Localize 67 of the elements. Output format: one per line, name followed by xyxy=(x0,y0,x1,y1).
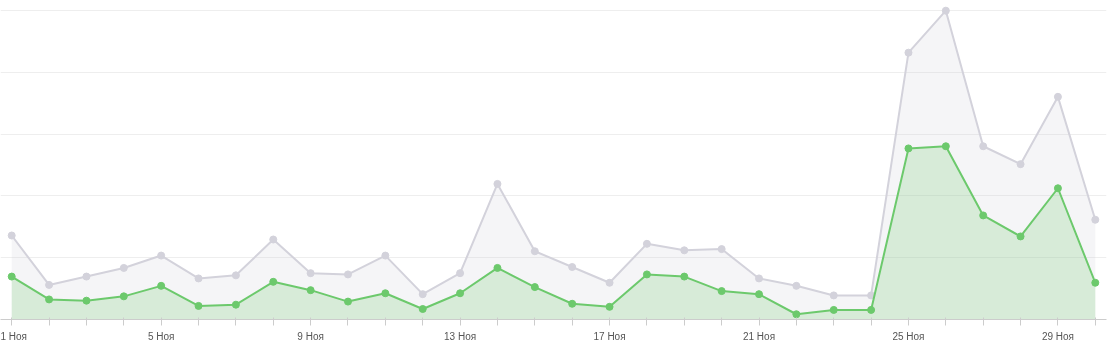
point xyxy=(418,290,427,299)
point xyxy=(941,6,950,15)
point xyxy=(755,290,764,299)
point xyxy=(867,305,876,314)
point xyxy=(530,283,539,292)
point xyxy=(829,305,838,314)
point xyxy=(1053,184,1062,193)
point xyxy=(456,269,465,278)
x-tick-label: 5 Ноя xyxy=(147,330,175,342)
point xyxy=(680,246,689,255)
x-tick-label: 17 Ноя xyxy=(593,330,626,342)
point xyxy=(45,295,54,304)
point xyxy=(343,297,352,306)
point xyxy=(941,142,950,151)
point xyxy=(306,286,315,295)
point xyxy=(119,263,128,272)
point xyxy=(568,263,577,271)
point xyxy=(194,274,203,283)
point xyxy=(642,239,651,248)
point xyxy=(45,280,54,289)
point xyxy=(82,272,91,281)
point xyxy=(157,281,166,290)
point xyxy=(493,179,502,188)
point xyxy=(231,300,240,309)
point xyxy=(231,271,240,280)
point xyxy=(717,287,726,296)
x-tick-label: 25 Ноя xyxy=(892,330,925,342)
x-tick-label: 21 Ноя xyxy=(742,330,776,342)
point xyxy=(7,231,16,240)
point xyxy=(1091,278,1100,287)
x-tick-label: 9 Ноя xyxy=(297,330,324,342)
point xyxy=(1016,232,1025,241)
x-tick-label: 1 Ноя xyxy=(0,330,28,342)
point xyxy=(306,269,315,278)
point xyxy=(1091,215,1100,224)
point xyxy=(829,291,838,300)
point xyxy=(792,281,801,290)
point xyxy=(269,235,278,244)
point xyxy=(904,144,913,153)
point xyxy=(1016,160,1025,169)
point xyxy=(381,251,390,260)
point xyxy=(1053,92,1062,101)
point xyxy=(979,211,988,220)
point xyxy=(157,251,166,260)
point xyxy=(605,302,614,311)
point xyxy=(493,263,502,272)
point xyxy=(381,289,390,298)
point xyxy=(82,296,91,305)
x-tick-label: 13 Ноя xyxy=(444,330,477,342)
point xyxy=(456,289,465,298)
point xyxy=(418,305,427,313)
point xyxy=(755,274,764,283)
point xyxy=(979,142,988,151)
point xyxy=(568,299,577,308)
point xyxy=(904,48,913,57)
point xyxy=(792,310,801,319)
point xyxy=(605,278,614,287)
point xyxy=(680,272,689,281)
point xyxy=(530,247,539,256)
point xyxy=(7,272,16,281)
point xyxy=(269,277,278,286)
x-tick-label: 29 Ноя xyxy=(1041,330,1074,342)
point xyxy=(194,301,203,310)
point xyxy=(717,245,726,254)
point xyxy=(119,292,128,301)
point xyxy=(642,270,651,279)
point xyxy=(343,270,352,279)
